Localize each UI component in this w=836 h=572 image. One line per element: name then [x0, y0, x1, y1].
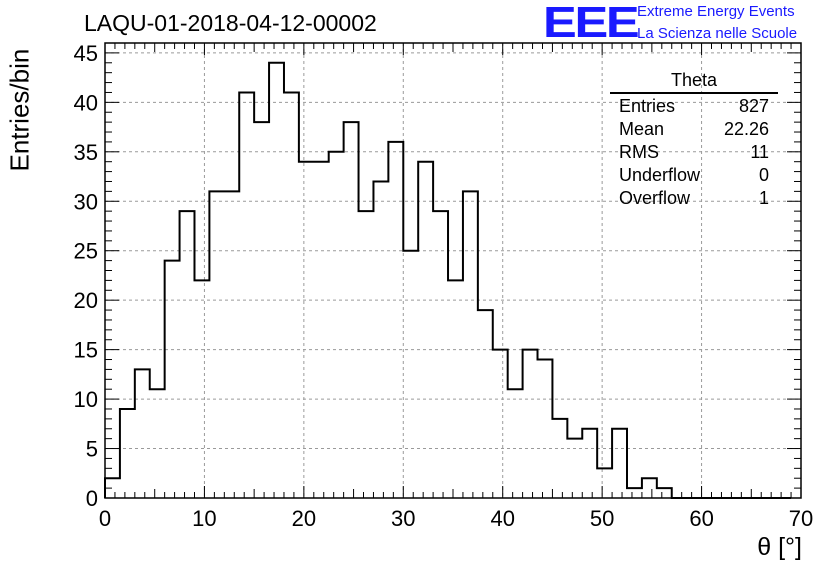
y-axis-label: Entries/bin	[4, 48, 35, 172]
stats-box: Theta Entries 827 Mean 22.26 RMS 11 Unde…	[610, 70, 778, 210]
y-tick-label: 5	[86, 437, 98, 462]
stats-value: 22.26	[723, 119, 769, 139]
stats-label: Underflow	[619, 165, 701, 185]
eee-logo: EEE	[543, 0, 640, 47]
x-tick-label: 0	[99, 506, 111, 531]
y-tick-label: 45	[74, 41, 98, 66]
stats-label: RMS	[619, 142, 659, 162]
plot-frame	[104, 42, 802, 499]
y-tick-label: 35	[74, 140, 98, 165]
y-tick-label: 25	[74, 239, 98, 264]
x-tick-label: 30	[391, 506, 415, 531]
x-axis-label: θ [°]	[757, 533, 802, 561]
logo-subtitle-1: Extreme Energy Events	[637, 3, 795, 20]
y-tick-label: 0	[86, 486, 98, 511]
stats-row-mean: Mean 22.26	[610, 118, 778, 141]
stats-row-underflow: Underflow 0	[610, 164, 778, 187]
stats-value: 827	[738, 96, 769, 116]
chart-title: LAQU-01-2018-04-12-00002	[84, 10, 377, 36]
stats-value: 11	[750, 142, 769, 162]
x-tick-label: 60	[689, 506, 713, 531]
stats-value: 0	[758, 165, 769, 185]
y-tick-label: 40	[74, 90, 98, 115]
logo-subtitle-2: La Scienza nelle Scuole	[637, 25, 798, 42]
stats-row-entries: Entries 827	[610, 95, 778, 118]
x-tick-label: 50	[590, 506, 614, 531]
x-tick-label: 40	[490, 506, 514, 531]
y-tick-label: 15	[74, 338, 98, 363]
stats-label: Entries	[619, 96, 676, 116]
y-tick-label: 30	[74, 189, 98, 214]
histogram-series	[104, 61, 792, 499]
stats-title: Theta	[610, 70, 778, 94]
y-tick-label: 10	[74, 387, 98, 412]
stats-label: Overflow	[619, 188, 691, 208]
stats-value: 1	[758, 188, 769, 208]
stats-row-overflow: Overflow 1	[610, 187, 778, 210]
stats-label: Mean	[619, 119, 665, 139]
y-tick-label: 20	[74, 288, 98, 313]
x-tick-label: 20	[292, 506, 316, 531]
stats-row-rms: RMS 11	[610, 141, 778, 164]
x-tick-label: 70	[789, 506, 813, 531]
x-tick-label: 10	[192, 506, 216, 531]
